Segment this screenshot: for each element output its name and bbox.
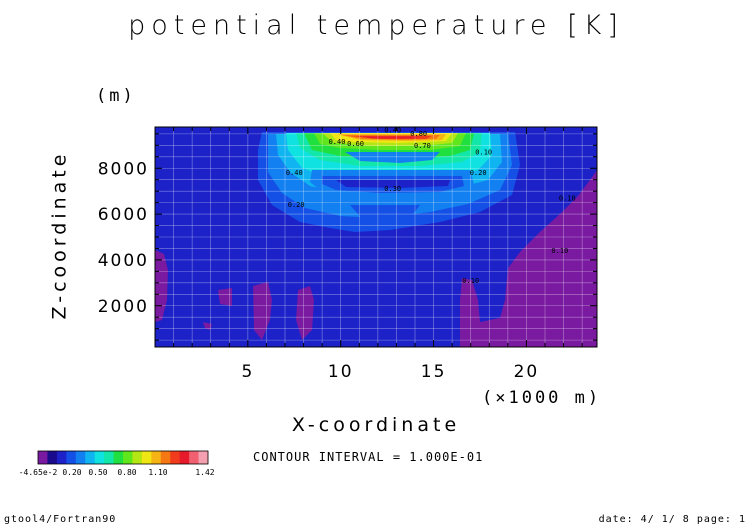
- contour-labels: 0.40 0.800.40 0.60 0.700.100.200.400.300.20…: [286, 127, 576, 285]
- colorbar-label: 0.50: [88, 468, 107, 477]
- x-tick-label: 15: [421, 362, 447, 382]
- contour-label: 0.10: [551, 247, 568, 255]
- contour-label: 0.40: [329, 138, 346, 146]
- y-tick-label: 6000: [98, 205, 149, 225]
- x-tick-label: 20: [514, 362, 540, 382]
- colorbar-label: 0.80: [117, 468, 136, 477]
- colorbar-label: 0.20: [62, 468, 81, 477]
- colorbar: -4.65e-2 0.20 0.50 0.80 1.10 1.42: [19, 450, 215, 477]
- plot-area: [155, 127, 597, 347]
- colorbar-swatch: [47, 451, 58, 464]
- colorbar-label: -4.65e-2: [19, 468, 58, 477]
- colorbar-swatch: [38, 451, 48, 464]
- colorbar-swatch: [94, 451, 105, 464]
- colorbar-swatch: [75, 451, 86, 464]
- contour-label: 0.30: [384, 185, 401, 193]
- y-axis-unit: (m): [96, 86, 136, 106]
- colorbar-swatch: [141, 451, 152, 464]
- colorbar-swatch: [113, 451, 124, 464]
- colorbar-swatch: [198, 451, 209, 464]
- colorbar-swatch: [189, 451, 199, 464]
- footer-right-text: date: 4/ 1/ 8 page: 1: [598, 514, 746, 525]
- contour-region-negative-patch-1: [218, 288, 232, 306]
- contour-upper-dip: [345, 152, 440, 163]
- y-tick-label: 2000: [98, 297, 149, 317]
- contour-region-negative-patch-4: [296, 286, 314, 340]
- contour-region-negative-left-edge: [155, 250, 168, 322]
- contour-region-negative-patch-2: [203, 322, 212, 330]
- x-axis-unit: (×1000 m): [482, 388, 602, 408]
- contour-label: 0.20: [288, 201, 305, 209]
- colorbar-frame: [37, 450, 209, 465]
- axes: 5 10 15 20 2000 4000 6000 8000: [98, 127, 597, 382]
- x-tick-label: 5: [241, 362, 254, 382]
- contour-label: 0.40: [286, 169, 303, 177]
- contour-label: 0.80: [410, 130, 427, 138]
- contour-label: 0.20: [470, 169, 487, 177]
- colorbar-swatch: [56, 451, 67, 464]
- colorbar-swatch: [151, 451, 162, 464]
- colorbar-swatch: [179, 451, 190, 464]
- contour-label: 0.10: [475, 149, 492, 157]
- contour-interval-text: CONTOUR INTERVAL = 1.000E-01: [253, 450, 484, 464]
- grid-lines: [155, 127, 597, 347]
- colorbar-swatch: [160, 451, 171, 464]
- colorbar-swatch: [66, 451, 77, 464]
- contour-label: 0.40: [384, 127, 401, 135]
- contour-label: 0.10: [559, 194, 576, 202]
- contour-region-negative-patch-3: [253, 282, 272, 340]
- contour-label: 0.70: [414, 142, 431, 150]
- footer-left-text: gtool4/Fortran90: [4, 514, 117, 525]
- x-tick-label: 10: [328, 362, 354, 382]
- colorbar-swatch: [132, 451, 143, 464]
- colorbar-label: 1.10: [148, 468, 167, 477]
- contour-level-13: [360, 136, 420, 139]
- contour-label: 0.60: [347, 140, 364, 148]
- colorbar-swatch: [104, 451, 114, 464]
- contour-label: 0.10: [462, 277, 479, 285]
- y-tick-label: 4000: [98, 251, 149, 271]
- chart-title: potential temperature [K]: [128, 10, 624, 41]
- colorbar-swatch: [85, 451, 96, 464]
- colorbar-swatch: [123, 451, 133, 464]
- colorbar-label: 1.42: [195, 468, 214, 477]
- contour-inner-band-3: [336, 180, 450, 188]
- contour-region-negative-right: [460, 170, 597, 347]
- colorbar-swatch: [170, 451, 181, 464]
- y-tick-label: 8000: [98, 159, 149, 179]
- contour-lower-lobe: [350, 205, 420, 226]
- x-axis-label: X-coordinate: [291, 414, 461, 436]
